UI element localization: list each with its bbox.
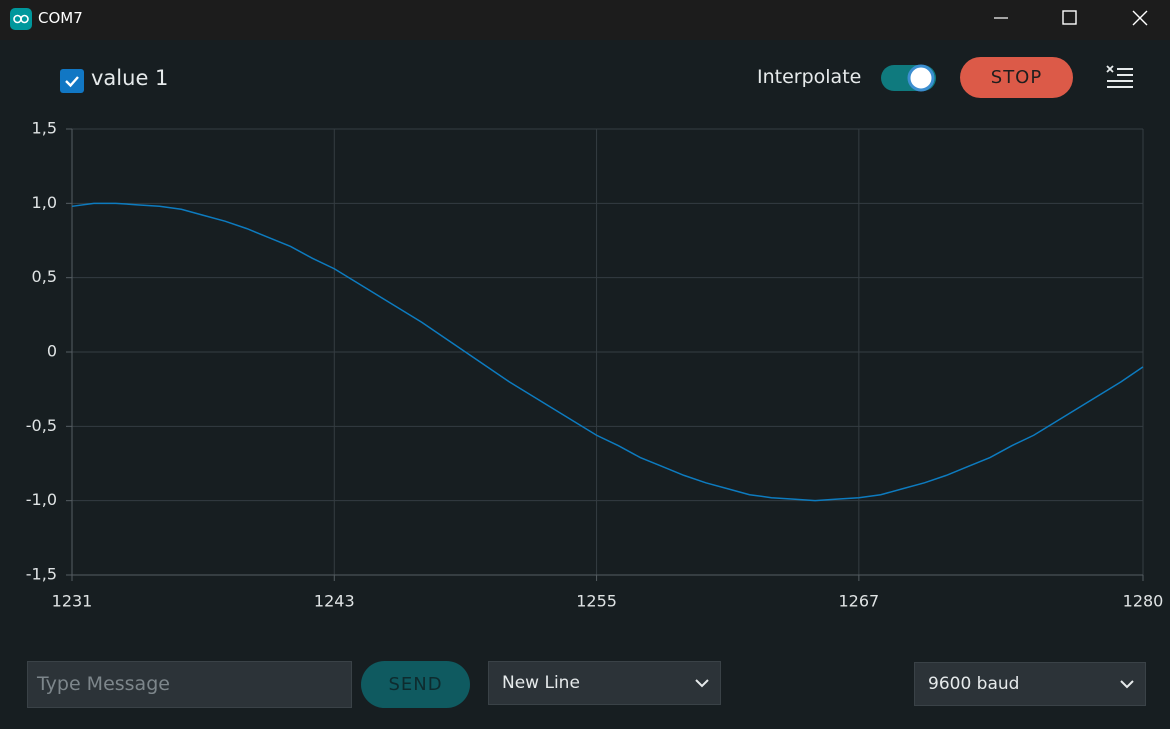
send-button[interactable]: SEND xyxy=(361,661,470,708)
x-tick-label: 1231 xyxy=(52,592,93,611)
stop-button[interactable]: STOP xyxy=(960,57,1073,98)
y-tick-label: 1,5 xyxy=(32,119,57,138)
y-tick-label: 0,5 xyxy=(32,267,57,286)
title-bar xyxy=(0,0,1170,40)
x-tick-label: 1255 xyxy=(576,592,617,611)
window-controls xyxy=(994,10,1148,26)
interpolate-label: Interpolate xyxy=(757,66,862,88)
interpolate-toggle[interactable] xyxy=(880,62,938,94)
plot: -1,5 -1,0 -0,5 0 0,5 1,0 1,5 1231 1243 1255 1267 12… xyxy=(26,119,1164,611)
x-tick-label: 1243 xyxy=(314,592,355,611)
dropdown-arrow xyxy=(695,679,709,688)
y-tick-label: -0,5 xyxy=(26,416,57,435)
y-tick-label: -1,5 xyxy=(26,565,57,584)
line-ending-select[interactable]: New Line xyxy=(488,661,721,705)
x-tick-label: 1280 xyxy=(1123,592,1164,611)
window-title: COM7 xyxy=(38,9,83,27)
baud-select[interactable]: 9600 baud xyxy=(914,662,1146,706)
y-tick-label: 0 xyxy=(47,342,57,361)
close[interactable] xyxy=(1132,10,1148,26)
app-icon xyxy=(10,8,32,30)
y-tick-label: 1,0 xyxy=(32,193,57,212)
clear-button[interactable] xyxy=(1104,64,1136,92)
maximize[interactable] xyxy=(1062,10,1077,25)
y-tick-label: -1,0 xyxy=(26,490,57,509)
dropdown-arrow xyxy=(1120,680,1134,689)
baud-value: 9600 baud xyxy=(928,674,1020,694)
x-tick-label: 1267 xyxy=(838,592,879,611)
message-input[interactable]: Type Message xyxy=(27,661,352,708)
data-line xyxy=(71,202,1144,502)
line-ending-value: New Line xyxy=(502,673,580,693)
legend-label: value 1 xyxy=(91,66,169,90)
legend-checkbox[interactable] xyxy=(60,69,84,93)
